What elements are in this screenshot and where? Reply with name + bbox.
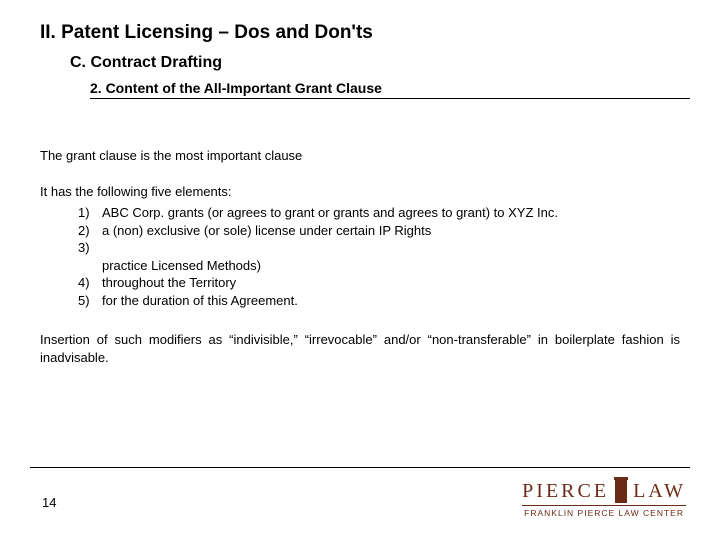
heading-level-2: C. Contract Drafting — [70, 54, 690, 72]
body-content: The grant clause is the most important c… — [30, 147, 690, 366]
list-number: 2) — [78, 222, 102, 240]
list-item: 2) a (non) exclusive (or sole) license u… — [78, 222, 680, 240]
list-item: practice Licensed Methods) — [78, 257, 680, 275]
list-number: 4) — [78, 274, 102, 292]
footer-rule — [30, 467, 690, 468]
heading-level-1: II. Patent Licensing – Dos and Don'ts — [40, 22, 690, 44]
list-number: 3) — [78, 239, 102, 257]
list-number: 5) — [78, 292, 102, 310]
list-text: throughout the Territory — [102, 274, 680, 292]
list-text: a (non) exclusive (or sole) license unde… — [102, 222, 680, 240]
page-number: 14 — [42, 495, 56, 510]
list-text: practice Licensed Methods) — [102, 257, 680, 275]
paragraph-list-intro: It has the following five elements: — [40, 183, 680, 201]
paragraph-intro: The grant clause is the most important c… — [40, 147, 680, 165]
logo-word-left: PIERCE — [522, 480, 609, 503]
logo-word-right: LAW — [633, 480, 686, 503]
list-item: 5) for the duration of this Agreement. — [78, 292, 680, 310]
list-number: 1) — [78, 204, 102, 222]
paragraph-closing: Insertion of such modifiers as “indivisi… — [40, 331, 680, 366]
logo-column-icon — [615, 479, 627, 503]
heading-level-3: 2. Content of the All-Important Grant Cl… — [90, 80, 690, 99]
numbered-list: 1) ABC Corp. grants (or agrees to grant … — [40, 204, 680, 309]
list-item: 4) throughout the Territory — [78, 274, 680, 292]
logo-top-line: PIERCE LAW — [522, 479, 686, 503]
logo: PIERCE LAW FRANKLIN PIERCE LAW CENTER — [522, 479, 686, 518]
list-item: 3) — [78, 239, 680, 257]
list-text — [102, 239, 680, 257]
logo-bottom-line: FRANKLIN PIERCE LAW CENTER — [522, 505, 686, 518]
list-text: for the duration of this Agreement. — [102, 292, 680, 310]
list-number — [78, 257, 102, 275]
list-item: 1) ABC Corp. grants (or agrees to grant … — [78, 204, 680, 222]
list-text: ABC Corp. grants (or agrees to grant or … — [102, 204, 680, 222]
